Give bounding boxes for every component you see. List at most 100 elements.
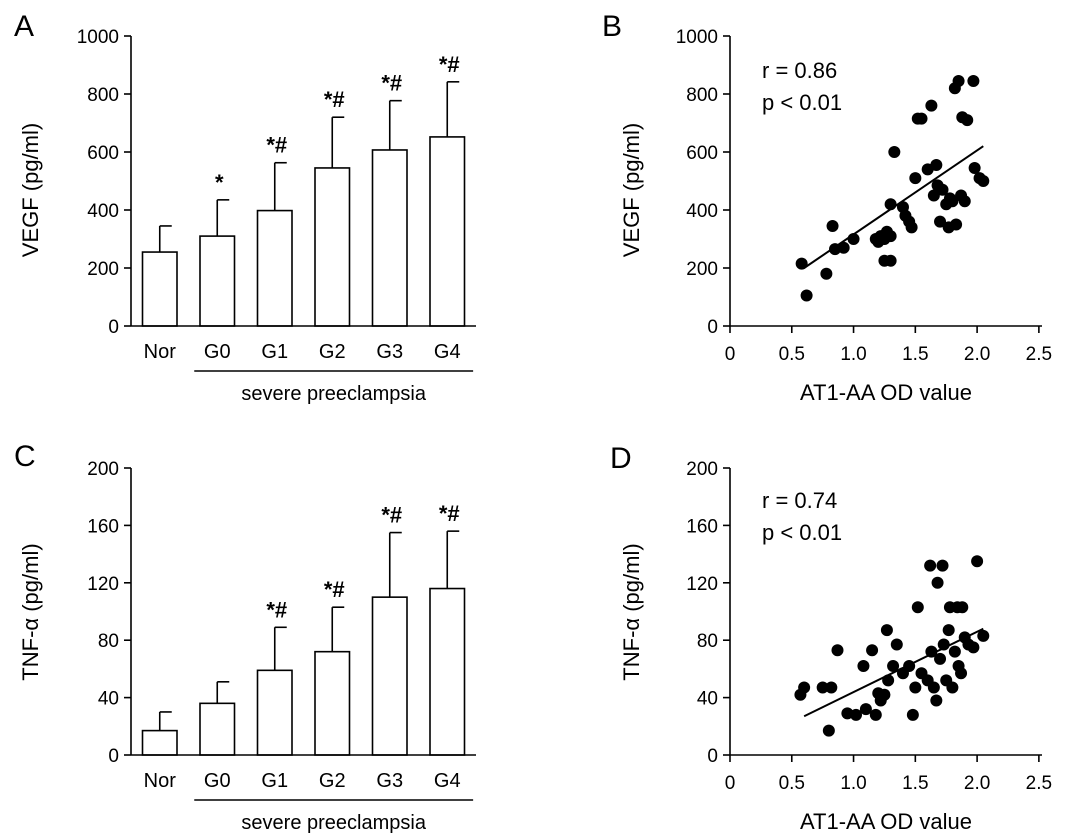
significance-mark: *# (324, 577, 345, 602)
data-point (925, 100, 937, 112)
data-point (950, 219, 962, 231)
y-tick-label: 200 (686, 259, 718, 280)
y-tick-label: 600 (686, 143, 718, 164)
data-point (956, 601, 968, 613)
x-category-label: G2 (319, 770, 346, 792)
data-point (967, 641, 979, 653)
y-tick-label: 0 (108, 317, 119, 338)
x-category-label: G3 (376, 341, 403, 363)
x-category-label: G4 (434, 770, 461, 792)
x-axis-title-b: AT1-AA OD value (800, 380, 972, 405)
x-category-label: G3 (376, 770, 403, 792)
data-point (928, 682, 940, 694)
data-point (912, 601, 924, 613)
y-tick-label: 40 (98, 689, 119, 710)
data-point (907, 709, 919, 721)
y-axis-title-a: VEGF (pg/ml) (18, 123, 43, 257)
panel-letter-c: C (14, 440, 36, 473)
x-category-label: G4 (434, 341, 461, 363)
data-point (946, 682, 958, 694)
y-tick-label: 0 (707, 317, 718, 338)
x-category-label: G0 (204, 341, 231, 363)
data-point (831, 644, 843, 656)
bar-g3 (373, 597, 408, 755)
data-point (820, 268, 832, 280)
x-category-label: Nor (144, 770, 177, 792)
data-point (885, 255, 897, 267)
p-value: p < 0.01 (762, 520, 842, 545)
panel-letter-d: D (610, 442, 632, 475)
x-tick-label: 2.0 (964, 773, 990, 794)
data-point (870, 709, 882, 721)
data-point (885, 230, 897, 242)
data-point (891, 639, 903, 651)
y-tick-label: 0 (707, 746, 718, 767)
y-tick-label: 800 (686, 85, 718, 106)
data-point (866, 644, 878, 656)
y-tick-label: 400 (686, 201, 718, 222)
regression-line (804, 146, 983, 268)
x-category-label: G0 (204, 770, 231, 792)
x-axis-title-d: AT1-AA OD value (800, 809, 972, 834)
y-axis-title-d: TNF-α (pg/ml) (619, 543, 644, 680)
bar-nor (143, 731, 178, 755)
y-tick-label: 1000 (676, 27, 718, 48)
panel-letter-a: A (14, 10, 34, 43)
x-category-label: G1 (261, 341, 288, 363)
bar-g1 (258, 670, 293, 755)
x-tick-label: 0 (725, 773, 736, 794)
data-point (924, 560, 936, 572)
y-tick-label: 400 (87, 201, 119, 222)
group-label: severe preeclampsia (241, 812, 426, 834)
y-tick-label: 160 (87, 516, 119, 537)
y-tick-label: 200 (686, 459, 718, 480)
x-tick-label: 2.5 (1026, 773, 1052, 794)
x-category-label: G2 (319, 341, 346, 363)
x-tick-label: 1.5 (902, 344, 928, 365)
y-tick-label: 80 (697, 631, 718, 652)
y-axis-title-c: TNF-α (pg/ml) (18, 543, 43, 680)
bar-nor (143, 252, 178, 326)
data-point (857, 660, 869, 672)
x-category-label: Nor (144, 341, 177, 363)
data-point (909, 172, 921, 184)
data-point (943, 624, 955, 636)
bar-g2 (315, 168, 350, 326)
y-tick-label: 200 (87, 259, 119, 280)
y-tick-label: 1000 (77, 27, 119, 48)
significance-mark: * (215, 170, 224, 195)
y-tick-label: 800 (87, 85, 119, 106)
data-point (798, 682, 810, 694)
y-axis-title-b: VEGF (pg/ml) (619, 123, 644, 257)
x-tick-label: 1.0 (840, 773, 866, 794)
data-point (827, 220, 839, 232)
data-point (916, 113, 928, 125)
data-point (930, 694, 942, 706)
significance-mark: *# (266, 133, 287, 158)
data-point (971, 555, 983, 567)
x-tick-label: 1.5 (902, 773, 928, 794)
y-tick-label: 80 (98, 631, 119, 652)
data-point (949, 646, 961, 658)
y-tick-label: 200 (87, 459, 119, 480)
y-tick-label: 160 (686, 516, 718, 537)
y-tick-label: 0 (108, 746, 119, 767)
correlation-r: r = 0.74 (762, 488, 837, 513)
bar-g3 (373, 150, 408, 326)
data-point (801, 290, 813, 302)
y-tick-label: 120 (87, 574, 119, 595)
x-tick-label: 0.5 (779, 344, 805, 365)
x-tick-label: 2.0 (964, 344, 990, 365)
data-point (909, 682, 921, 694)
bar-g1 (258, 211, 293, 326)
data-point (888, 146, 900, 158)
data-point (937, 560, 949, 572)
panel-letter-b: B (602, 10, 622, 43)
data-point (823, 725, 835, 737)
p-value: p < 0.01 (762, 90, 842, 115)
significance-mark: *# (381, 503, 402, 528)
bar-g4 (430, 589, 465, 755)
significance-mark: *# (439, 501, 460, 526)
bar-g2 (315, 652, 350, 755)
